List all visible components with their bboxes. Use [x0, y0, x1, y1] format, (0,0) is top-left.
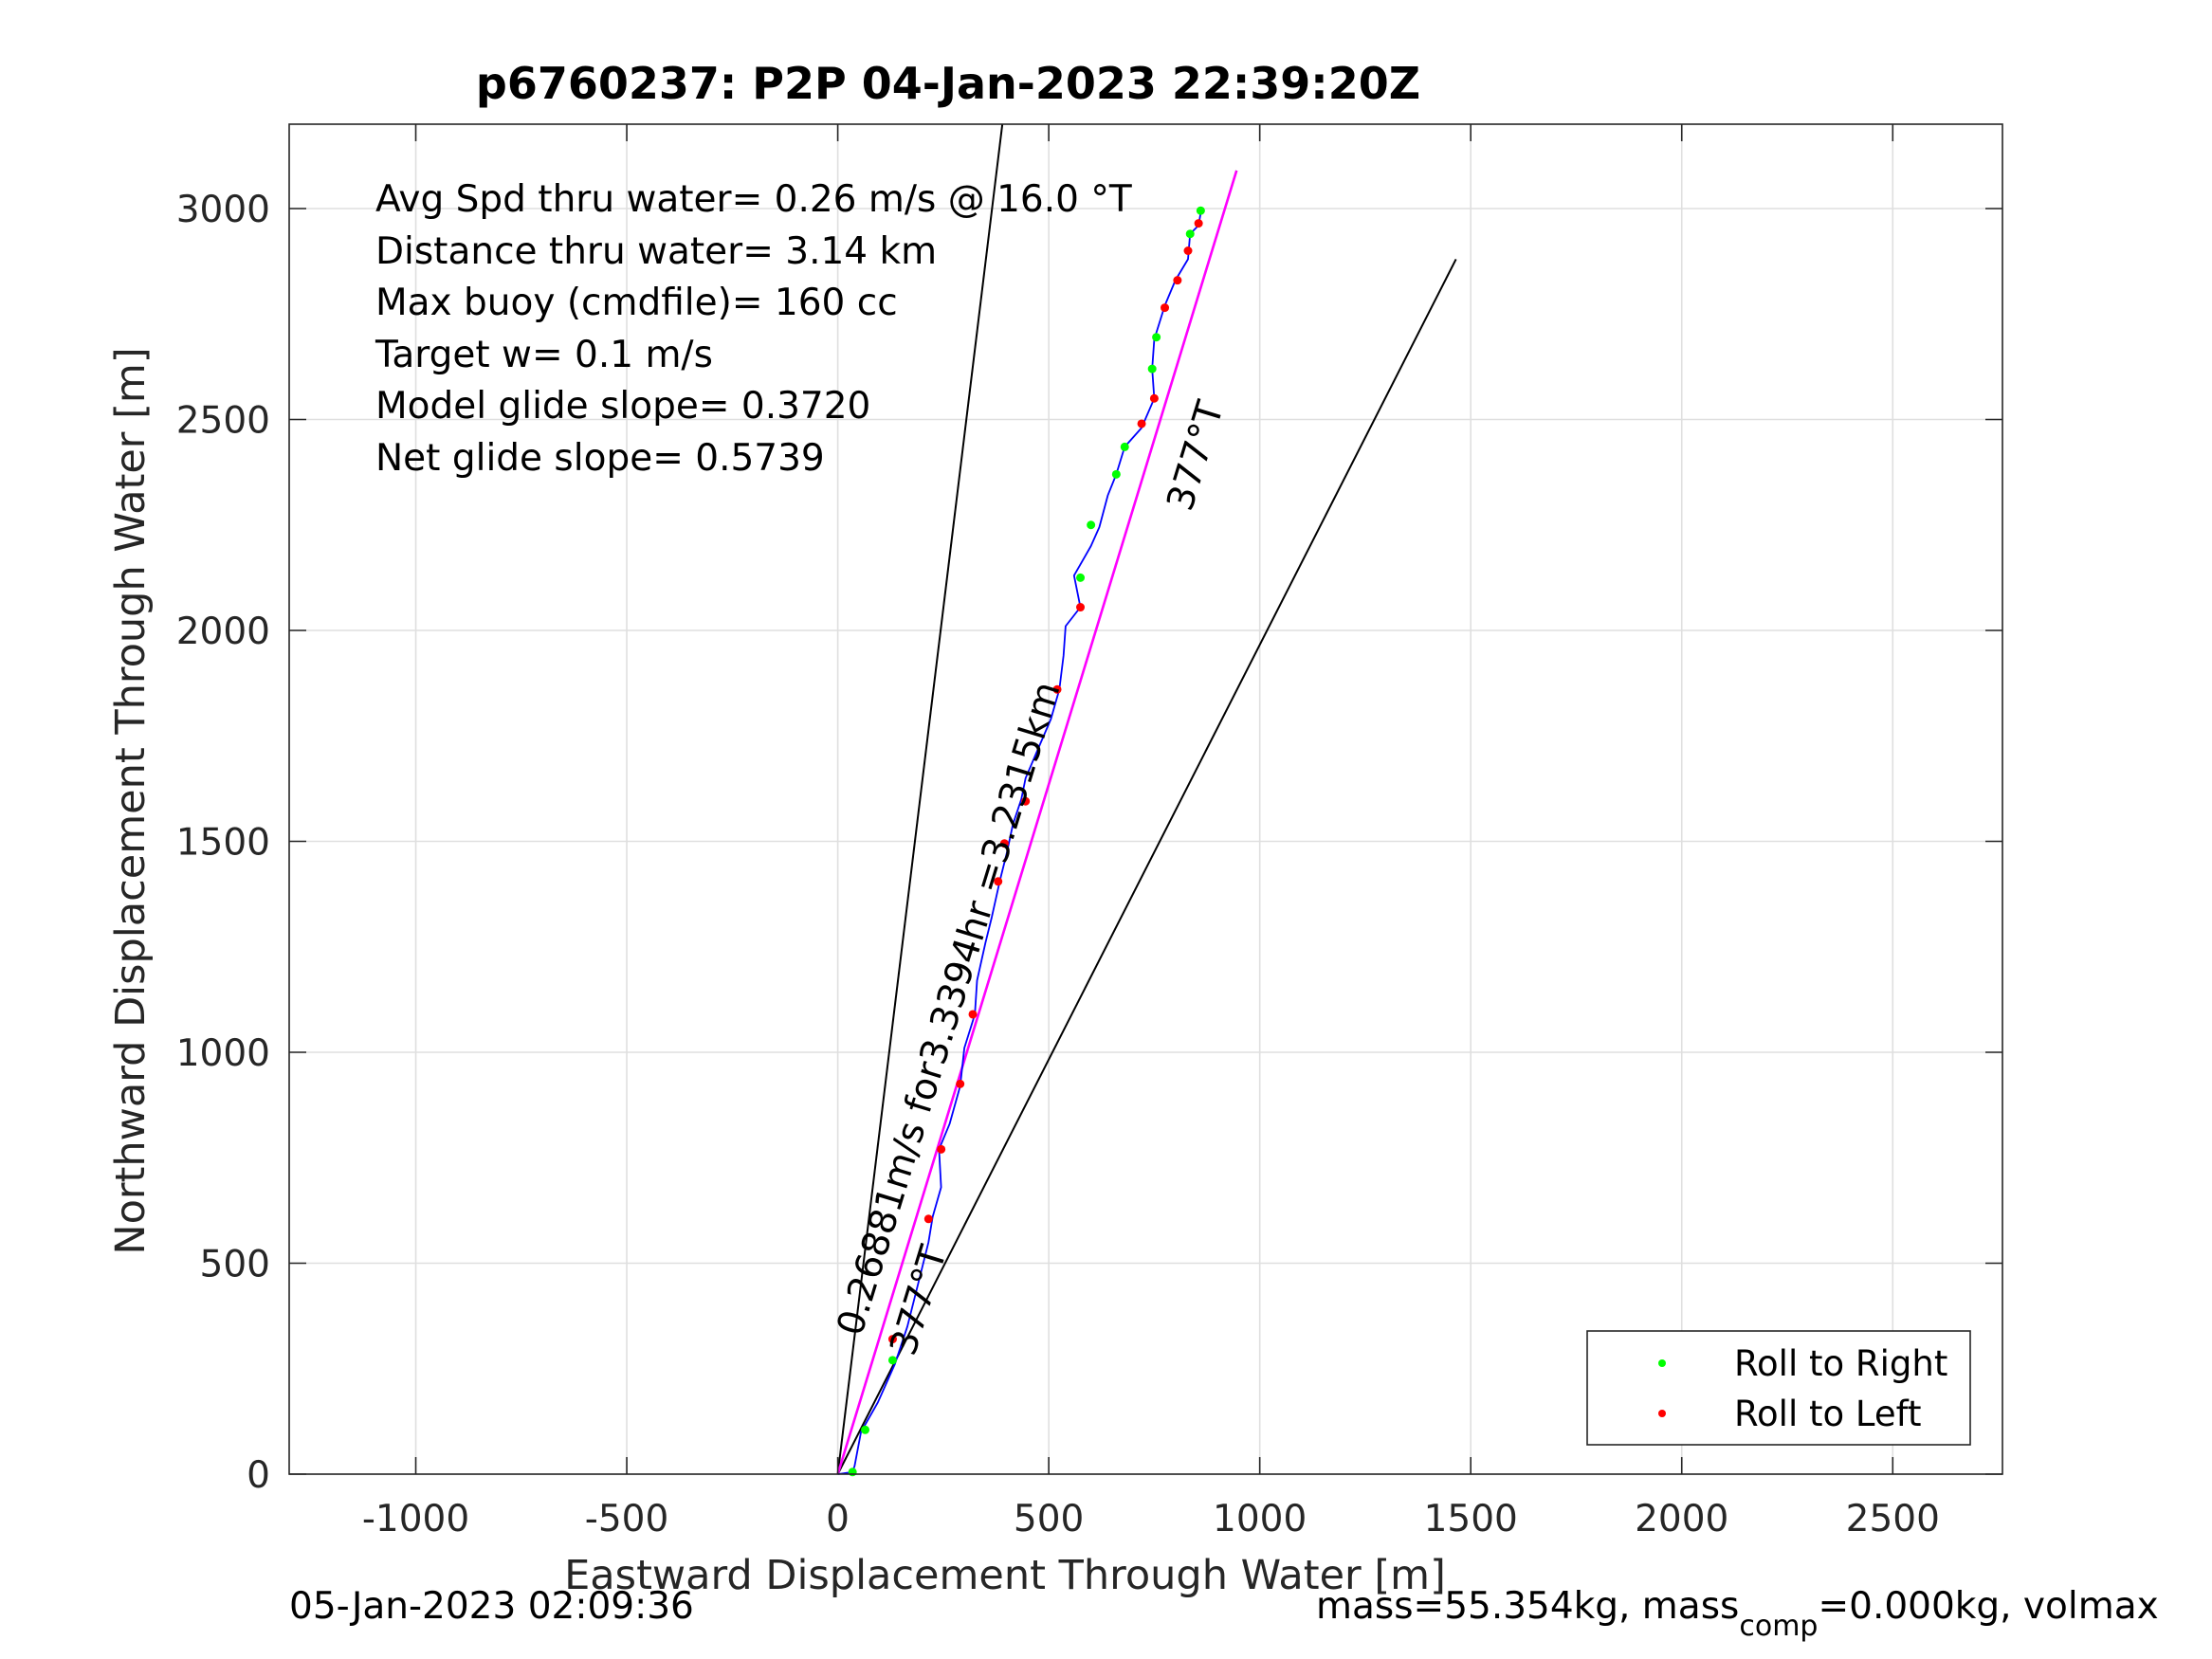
y-tick-label: 3000 [176, 189, 270, 231]
y-tick-label: 1500 [176, 822, 270, 865]
x-tick-label: 0 [826, 1498, 850, 1540]
roll-right-point [1196, 206, 1205, 215]
y-tick-label: 2000 [176, 611, 270, 653]
marker-layer [848, 206, 1205, 1477]
x-tick-label: -1000 [362, 1498, 469, 1540]
roll-right-point [1087, 520, 1096, 530]
roll-right-point [1185, 229, 1195, 239]
roll-right-point [861, 1425, 870, 1434]
info-avg-speed: Avg Spd thru water= 0.26 m/s @ 16.0 °T [375, 178, 1132, 221]
footer-mass-sub: comp [1739, 1610, 1819, 1643]
legend-label-left: Roll to Left [1734, 1394, 1922, 1434]
roll-left-point [1183, 246, 1193, 255]
plot-area [289, 124, 2002, 1474]
info-model-glide: Model glide slope= 0.3720 [375, 385, 870, 428]
roll-left-point [887, 1335, 897, 1344]
ticks [289, 124, 2002, 1475]
cone-right [836, 258, 1457, 1475]
roll-left-point [1161, 303, 1170, 313]
chart-title: p6760237: P2P 04-Jan-2023 22:39:20Z [476, 58, 1420, 109]
roll-left-point [1173, 276, 1182, 285]
roll-left-point [923, 1214, 933, 1224]
info-target-w: Target w= 0.1 m/s [375, 334, 713, 376]
x-tick-label: 1500 [1424, 1498, 1518, 1540]
roll-right-point [848, 1468, 857, 1477]
magenta-line [836, 170, 1238, 1475]
track-layer [837, 212, 1202, 1475]
roll-right-point [1152, 333, 1161, 342]
y-tick-label: 500 [200, 1244, 270, 1286]
roll-left-point [1052, 684, 1062, 694]
cone-left [836, 123, 1004, 1475]
footer-mass: mass=55.354kg, masscomp=0.000kg, volmax [1316, 1585, 2159, 1643]
roll-left-point [1137, 419, 1146, 428]
roll-right-point [1147, 364, 1157, 374]
y-tick-label: 1000 [176, 1032, 270, 1075]
legend-marker-right [1658, 1359, 1666, 1367]
roll-left-point [1021, 796, 1031, 806]
legend: Roll to Right Roll to Left [1586, 1330, 1971, 1446]
roll-left-point [1149, 393, 1159, 403]
roll-left-point [1194, 219, 1203, 228]
info-box: Avg Spd thru water= 0.26 m/s @ 16.0 °T D… [375, 178, 1132, 480]
info-net-glide: Net glide slope= 0.5739 [375, 437, 825, 480]
footer-timestamp: 05-Jan-2023 02:09:36 [289, 1585, 694, 1628]
x-tick-label: -500 [585, 1498, 669, 1540]
x-tick-label: 2500 [1846, 1498, 1940, 1540]
roll-left-point [994, 877, 1003, 886]
y-axis-label: Northward Displacement Through Water [m] [107, 347, 155, 1254]
roll-left-point [956, 1079, 965, 1088]
footer-mass-suffix: =0.000kg, volmax [1818, 1585, 2159, 1628]
plot-frame [288, 123, 2003, 1475]
legend-marker-left [1658, 1410, 1666, 1417]
roll-left-point [937, 1144, 946, 1154]
tick-labels: -1000 -500 0 500 1000 1500 2000 2500 0 500 1000 150… [176, 189, 1940, 1540]
info-distance: Distance thru water= 3.14 km [375, 230, 937, 273]
roll-right-point [1076, 573, 1086, 582]
footer-mass-prefix: mass=55.354kg, mass [1316, 1585, 1740, 1628]
x-tick-label: 500 [1014, 1498, 1084, 1540]
roll-right-point [887, 1356, 897, 1365]
x-axis-label: Eastward Displacement Through Water [m] [564, 1552, 1446, 1599]
x-tick-label: 2000 [1635, 1498, 1728, 1540]
roll-left-point [999, 839, 1009, 848]
x-tick-label: 1000 [1213, 1498, 1307, 1540]
y-tick-label: 2500 [176, 400, 270, 443]
info-max-buoy: Max buoy (cmdfile)= 160 cc [375, 282, 898, 324]
y-tick-label: 0 [247, 1454, 270, 1497]
legend-box [1586, 1330, 1971, 1446]
legend-label-right: Roll to Right [1734, 1343, 1947, 1384]
glider-track [837, 212, 1202, 1475]
roll-left-point [968, 1010, 978, 1019]
roll-right-point [1120, 442, 1129, 451]
reference-lines [836, 123, 1457, 1475]
roll-right-point [1111, 469, 1121, 479]
roll-left-point [1076, 603, 1086, 612]
